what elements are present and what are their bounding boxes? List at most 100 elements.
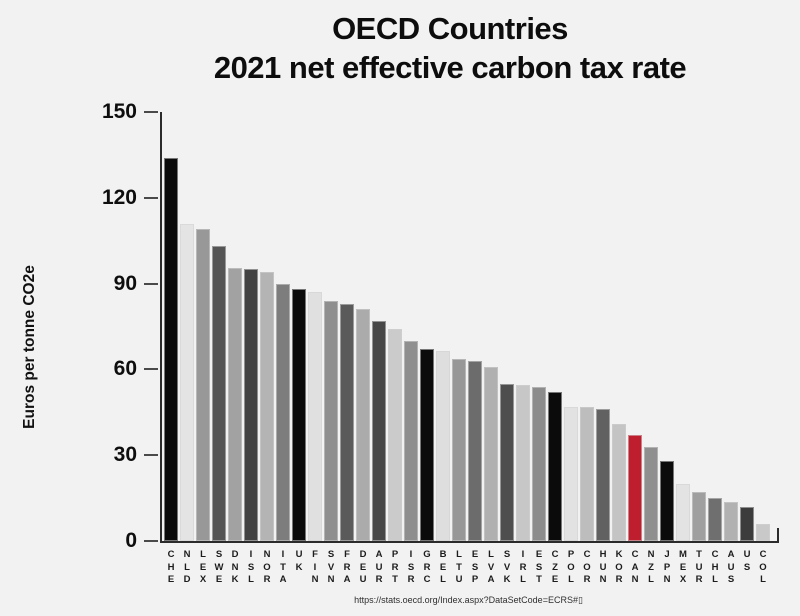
- bar-lva: [484, 366, 498, 541]
- chart-title-line2: 2021 net effective carbon tax rate: [213, 49, 687, 85]
- bar-ltu: [452, 359, 466, 541]
- bar-fin: [308, 292, 322, 541]
- y-tick-150: 150: [102, 100, 158, 124]
- x-axis-label-us: U S: [743, 549, 751, 573]
- y-tick-label-30: 30: [113, 443, 137, 467]
- x-axis-label-chl: C H L: [711, 549, 719, 586]
- y-tick-120: 120: [102, 186, 158, 210]
- x-axis-label-aus: A U S: [727, 549, 735, 586]
- bars-container: [164, 112, 770, 541]
- bar-lex: [196, 229, 210, 541]
- x-axis-label-ita: I T A: [279, 549, 287, 586]
- bar-swe: [212, 246, 226, 541]
- bar-tur: [692, 492, 706, 541]
- x-axis-label-fra: F R A: [343, 549, 351, 586]
- x-axis-label-fin: F I N: [311, 549, 319, 586]
- x-axis-label-prt: P R T: [391, 549, 399, 586]
- y-tick-mark: [144, 368, 158, 371]
- x-axis-label-pol: P O L: [567, 549, 575, 586]
- bar-fra: [340, 303, 354, 541]
- x-axis-label-nld: N L D: [183, 549, 191, 586]
- x-axis-label-est: E S T: [535, 549, 543, 586]
- x-axis-label-grc: G R C: [423, 549, 431, 586]
- y-tick-60: 60: [114, 357, 158, 381]
- x-axis-label-col: C O L: [759, 549, 767, 586]
- bar-pol: [564, 406, 578, 541]
- x-axis-end-tick: [777, 528, 779, 541]
- y-tick-mark: [144, 454, 158, 457]
- x-axis-label-swe: S W E: [214, 549, 224, 586]
- x-axis-label-nor: N O R: [263, 549, 271, 586]
- x-axis-label-esp: E S P: [471, 549, 479, 586]
- y-tick-mark: [144, 196, 158, 199]
- y-tick-mark: [144, 540, 158, 542]
- y-axis: 0 30 60 90 120 150: [0, 100, 158, 552]
- x-axis-label-cor: C O R: [583, 549, 591, 586]
- bar-isr: [404, 340, 418, 541]
- bar-isl: [244, 269, 258, 541]
- x-axis-label-aur: A U R: [375, 549, 383, 586]
- x-axis-label-jpn: J P N: [663, 549, 671, 586]
- bar-cor: [580, 406, 594, 541]
- bar-jpn: [660, 460, 674, 541]
- source-url-text: https://stats.oecd.org/Index.aspx?DataSe…: [354, 595, 583, 605]
- x-axis-label-mex: M E X: [679, 549, 687, 586]
- bar-can: [628, 435, 642, 541]
- x-axis-label-che: C H E: [167, 549, 175, 586]
- bar-deu: [356, 309, 370, 541]
- bar-grc: [420, 349, 434, 541]
- x-axis-label-isl: I S L: [247, 549, 255, 586]
- x-axis-label-bel: B E L: [439, 549, 447, 586]
- x-axis-label-ltu: L T U: [455, 549, 463, 586]
- bar-che: [164, 157, 178, 541]
- x-axis-label-lex: L E X: [199, 549, 207, 586]
- x-axis-label-kor: K O R: [615, 549, 623, 586]
- bar-dnk: [228, 267, 242, 541]
- y-tick-0: 0: [125, 529, 158, 553]
- bar-mex: [676, 483, 690, 541]
- x-axis-label-dnk: D N K: [231, 549, 239, 586]
- bar-prt: [388, 329, 402, 541]
- x-axis-label-nzl: N Z L: [647, 549, 655, 586]
- bar-aur: [372, 320, 386, 541]
- chart-title-line1: OECD Countries: [332, 11, 568, 46]
- bar-col: [756, 523, 770, 541]
- bar-aus: [724, 502, 738, 541]
- bar-uk: [292, 289, 306, 541]
- x-axis-label-hun: H U N: [599, 549, 607, 586]
- y-tick-30: 30: [114, 443, 158, 467]
- bar-svk: [500, 383, 514, 541]
- bar-kor: [612, 423, 626, 541]
- y-tick-label-90: 90: [113, 271, 137, 295]
- x-axis-label-svk: S V K: [503, 549, 511, 586]
- x-axis-label-svn: S V N: [327, 549, 335, 586]
- bar-us: [740, 506, 754, 541]
- bar-irl: [516, 385, 530, 541]
- bar-nzl: [644, 446, 658, 541]
- y-tick-label-150: 150: [101, 100, 137, 123]
- x-axis-label-uk: U K: [295, 549, 303, 573]
- bar-svn: [324, 300, 338, 541]
- chart-title: OECD Countries 2021 net effective carbon…: [100, 10, 800, 88]
- bar-est: [532, 386, 546, 541]
- y-tick-label-60: 60: [113, 357, 137, 381]
- bar-chl: [708, 498, 722, 541]
- y-tick-90: 90: [114, 272, 158, 296]
- y-tick-mark: [144, 282, 158, 285]
- bar-nld: [180, 223, 194, 541]
- x-axis-label-cze: C Z E: [551, 549, 559, 586]
- y-tick-mark: [144, 111, 158, 113]
- x-axis-label-deu: D E U: [359, 549, 367, 586]
- plot-area: [160, 112, 779, 543]
- bar-ita: [276, 283, 290, 541]
- x-axis-label-lva: L V A: [487, 549, 495, 586]
- x-axis-label-can: C A N: [631, 549, 639, 586]
- y-tick-label-0: 0: [125, 529, 137, 552]
- bar-nor: [260, 272, 274, 541]
- x-axis-label-irl: I R L: [519, 549, 527, 586]
- bar-esp: [468, 360, 482, 541]
- bar-bel: [436, 350, 450, 541]
- y-tick-label-120: 120: [101, 185, 137, 209]
